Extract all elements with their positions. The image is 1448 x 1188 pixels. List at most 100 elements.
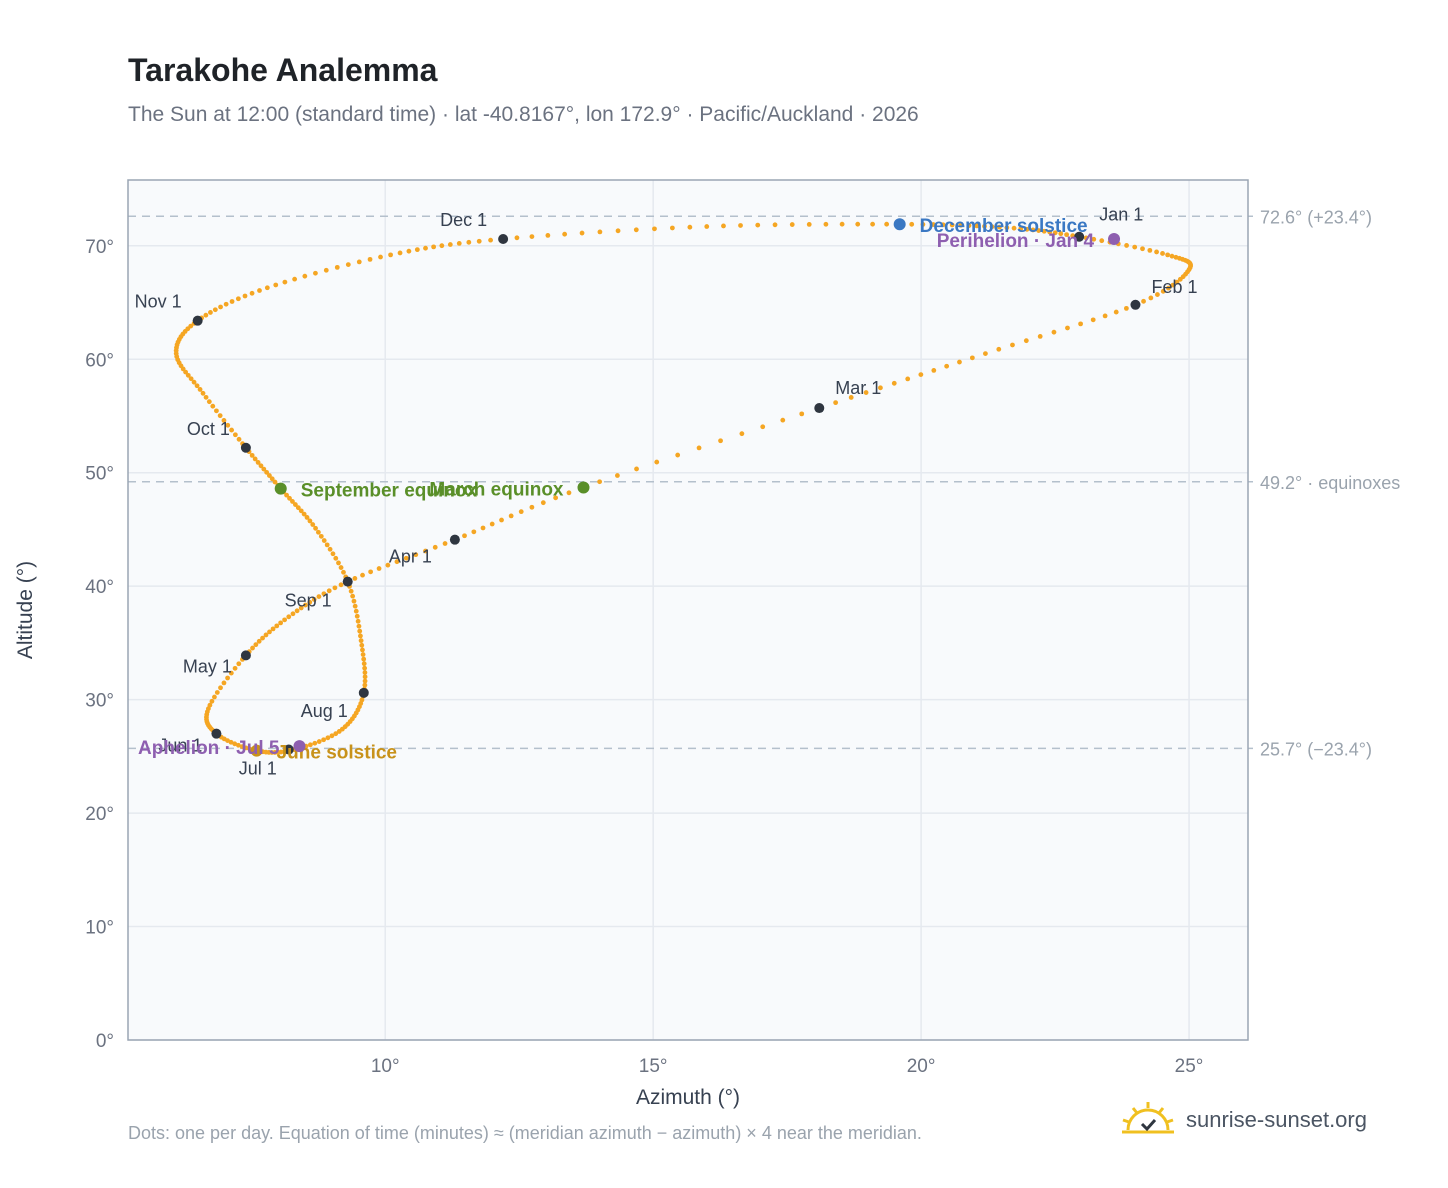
day-dot: [274, 623, 280, 629]
day-dot: [1036, 228, 1042, 233]
day-dot: [432, 544, 438, 550]
day-dot: [301, 511, 307, 517]
day-dot: [223, 301, 229, 307]
day-dot: [333, 731, 339, 737]
day-dot: [1047, 229, 1053, 235]
reference-line-label: 25.7° (−23.4°): [1260, 739, 1372, 759]
day-dot: [739, 431, 745, 437]
day-dot: [355, 618, 361, 624]
day-dot: [1132, 244, 1138, 250]
day-dot: [423, 548, 428, 554]
day-dot: [909, 221, 915, 227]
day-dot: [272, 479, 278, 485]
day-dot: [718, 438, 723, 444]
day-dot: [212, 694, 217, 700]
day-dot: [218, 304, 223, 310]
day-dot: [823, 221, 829, 227]
x-axis-ticks: 10° 15° 20° 25°: [371, 1056, 1204, 1077]
day-dot: [326, 588, 332, 594]
chart-title: Tarakohe Analemma: [128, 52, 438, 88]
day-dot: [292, 502, 298, 507]
day-dot: [376, 566, 382, 571]
day-dot: [1166, 285, 1171, 291]
day-dot: [738, 223, 743, 228]
day-dot: [1099, 238, 1105, 244]
day-dot: [1004, 225, 1010, 231]
day-dot: [1091, 236, 1097, 242]
day-dot: [188, 376, 194, 382]
day-dot: [209, 698, 215, 704]
day-dot: [249, 452, 255, 458]
y-tick-label: 70°: [85, 237, 114, 258]
day-dot: [669, 225, 675, 231]
day-dot: [518, 509, 524, 515]
y-tick-label: 20°: [85, 804, 114, 825]
month-dot: [358, 687, 369, 698]
day-dot: [1041, 228, 1047, 234]
day-dot: [353, 608, 359, 614]
day-dot: [264, 469, 270, 475]
event-dot: [577, 481, 590, 494]
day-dot: [966, 223, 972, 228]
day-dot: [1113, 309, 1119, 315]
plot-area: [128, 180, 1248, 1040]
day-dot: [833, 400, 839, 406]
day-dot: [878, 385, 883, 391]
day-dot: [294, 608, 300, 614]
day-dot: [282, 617, 288, 623]
day-dot: [1160, 288, 1166, 294]
x-tick-label: 20°: [907, 1056, 936, 1077]
day-dot: [403, 555, 409, 561]
day-dot: [545, 232, 551, 238]
day-dot: [931, 367, 937, 373]
day-dot: [334, 264, 340, 270]
day-dot: [696, 445, 702, 451]
day-dot: [290, 611, 296, 617]
day-dot: [957, 359, 962, 365]
day-dot: [203, 394, 209, 400]
day-dot: [273, 282, 279, 288]
brand[interactable]: sunrise-sunset.org: [1120, 1100, 1367, 1140]
month-label: May 1: [183, 656, 232, 676]
month-label: Jun 1: [158, 736, 202, 756]
day-dot: [397, 250, 403, 256]
day-dot: [1177, 276, 1183, 282]
day-dot: [298, 605, 304, 611]
event-dot: [274, 482, 287, 495]
day-dot: [229, 299, 235, 304]
month-label: Feb 1: [1151, 277, 1197, 297]
day-dot: [471, 529, 477, 535]
day-dot: [1018, 226, 1024, 232]
day-dot: [633, 227, 639, 233]
day-dot: [362, 665, 368, 671]
day-dot: [974, 223, 980, 229]
day-dot: [321, 591, 327, 597]
y-tick-label: 30°: [85, 691, 114, 712]
day-dot: [423, 245, 428, 251]
day-dot: [488, 237, 493, 243]
month-dot: [211, 728, 222, 739]
month-dot: [342, 576, 353, 587]
day-dot: [253, 642, 259, 648]
day-dot: [352, 603, 358, 609]
day-dot: [1155, 292, 1160, 297]
day-dot: [332, 585, 338, 591]
day-dot: [367, 256, 373, 262]
day-dot: [236, 661, 242, 667]
y-axis-label: Altitude (°): [14, 561, 37, 659]
day-dot: [214, 408, 219, 414]
day-dot: [236, 436, 242, 442]
day-dot: [200, 390, 206, 396]
day-dot: [1147, 247, 1153, 253]
day-dot: [307, 742, 313, 748]
day-dot: [221, 680, 227, 686]
day-dot: [615, 473, 620, 478]
month-dot: [240, 442, 251, 453]
day-dot: [944, 363, 950, 369]
day-dot: [982, 223, 987, 229]
day-dot: [327, 546, 333, 552]
day-dot: [1010, 342, 1015, 348]
day-dot: [652, 226, 657, 232]
day-dot: [336, 560, 341, 566]
day-dot: [431, 244, 437, 250]
